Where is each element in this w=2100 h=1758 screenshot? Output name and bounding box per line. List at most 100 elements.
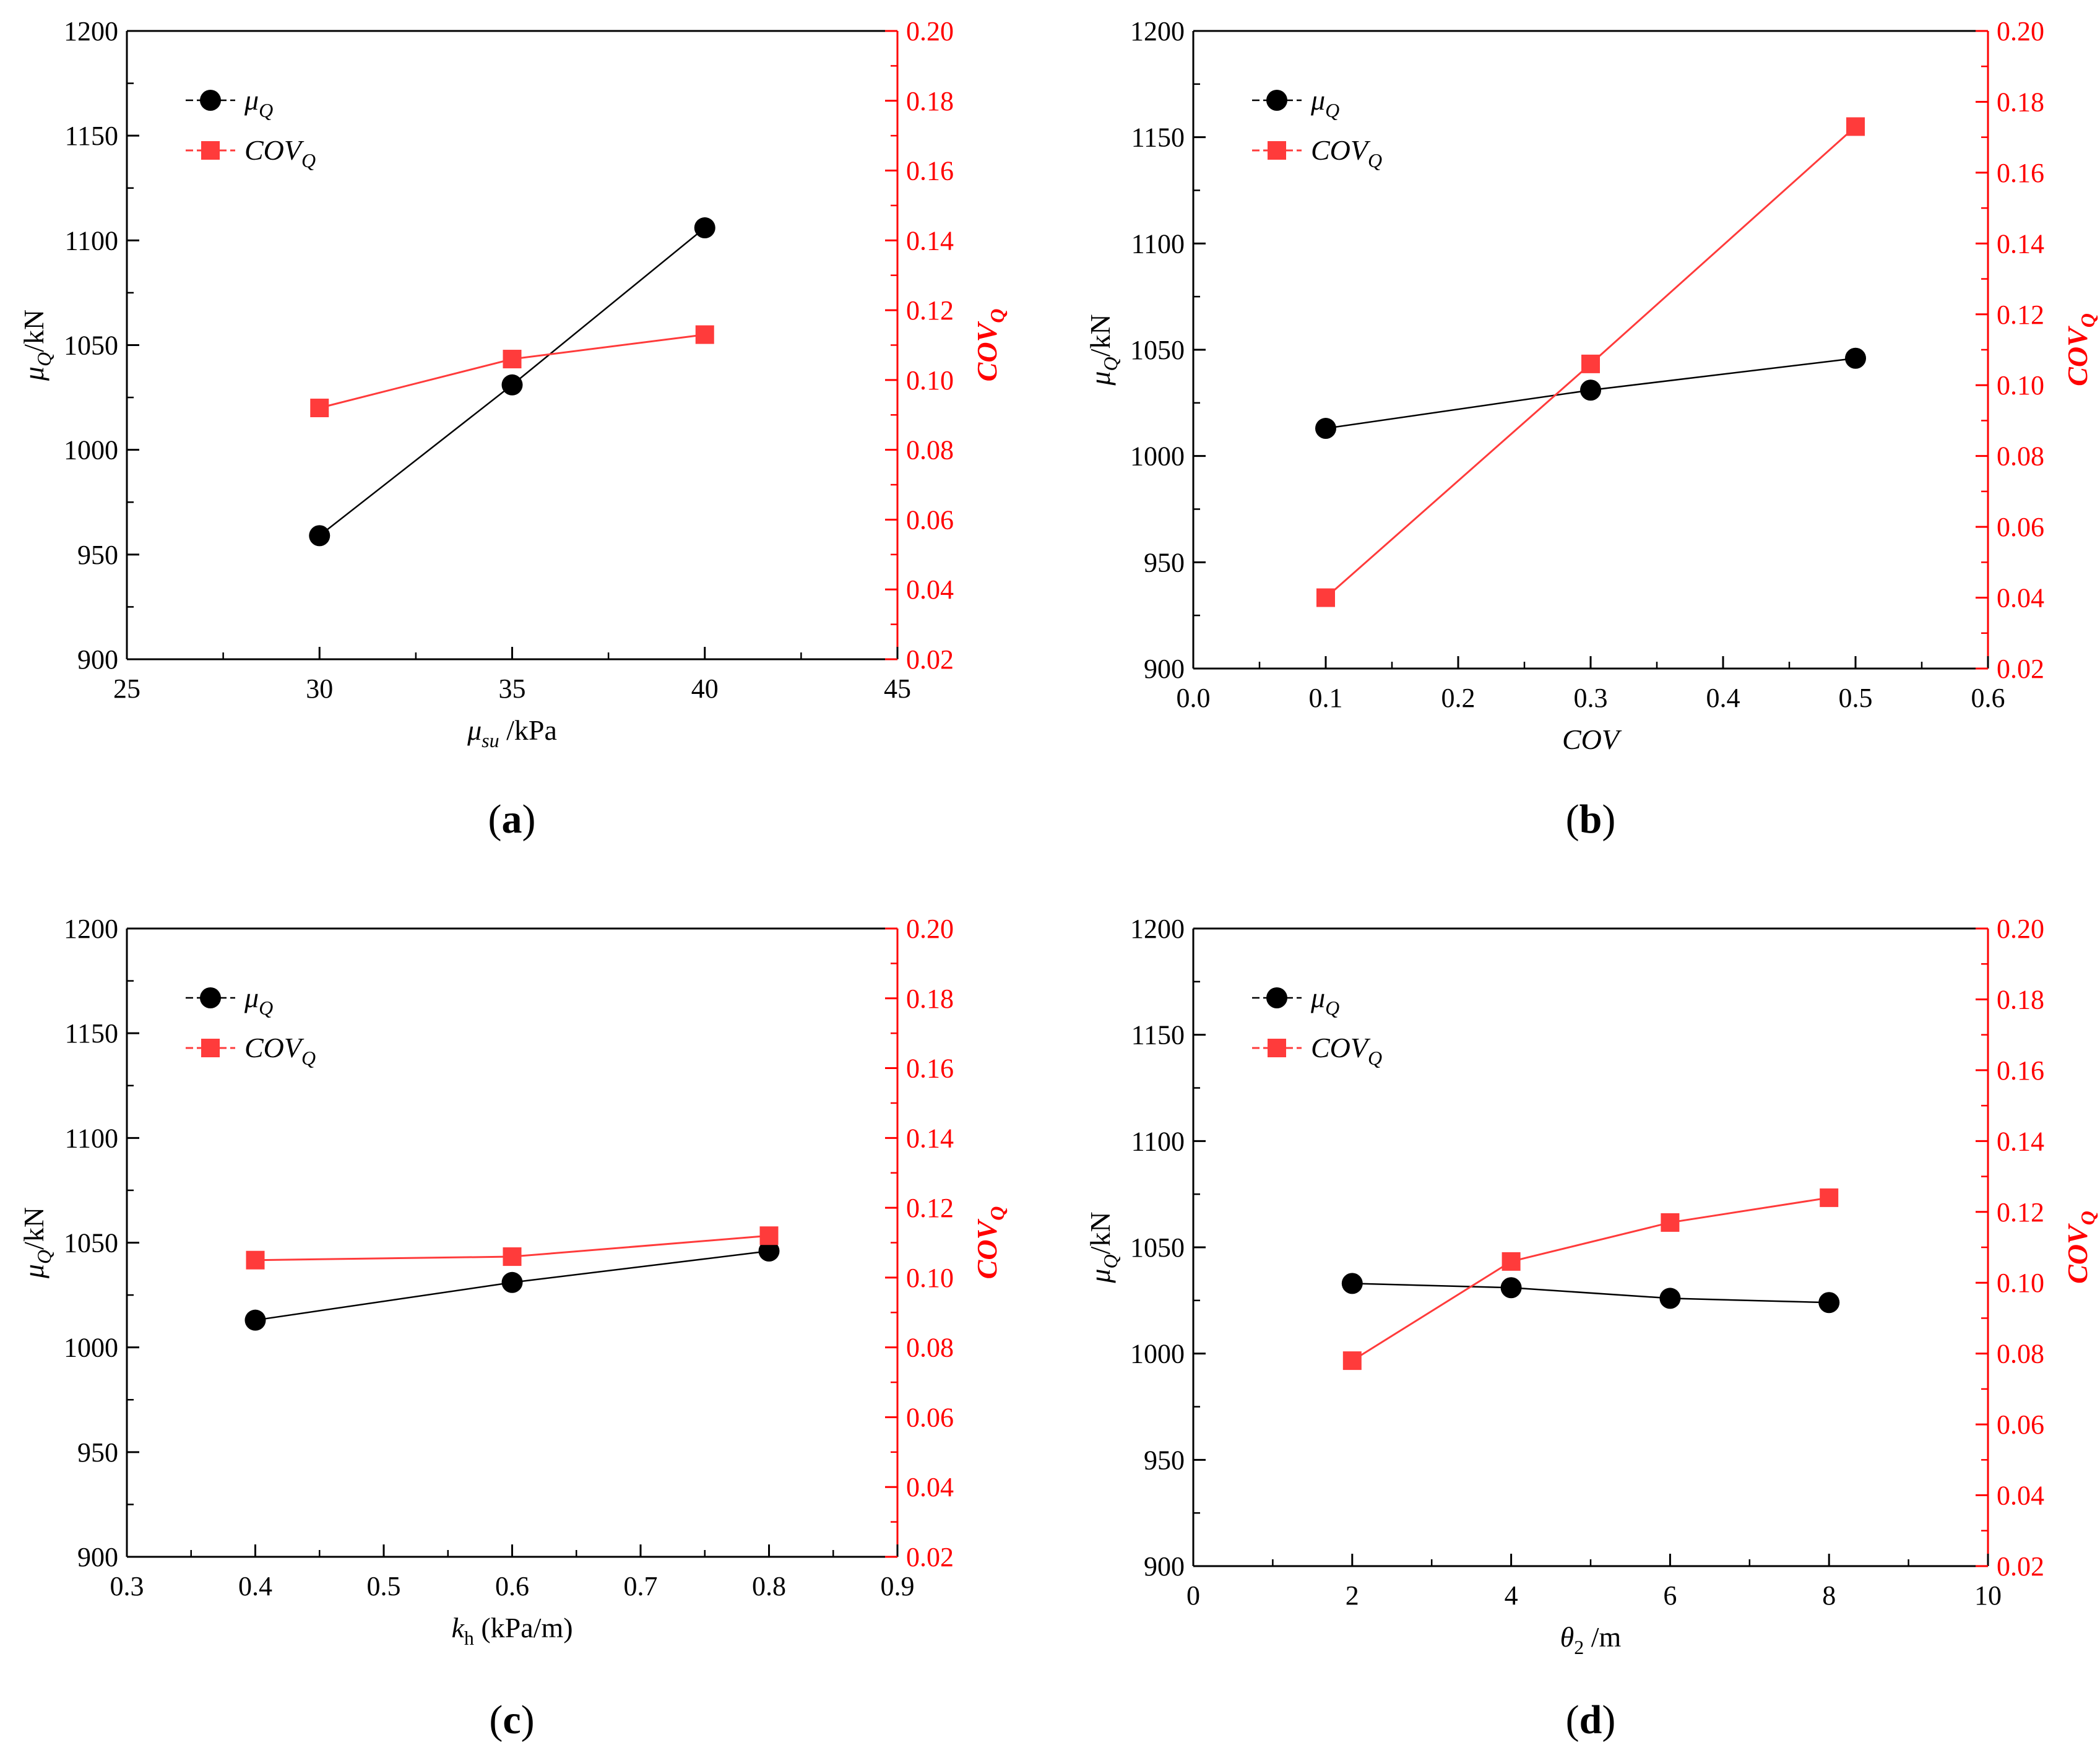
y2-tick-label: 0.20: [1997, 16, 2044, 46]
y-tick-label: 900: [77, 644, 118, 675]
y2-tick-label: 0.12: [906, 295, 954, 326]
y-tick-label: 900: [77, 1542, 118, 1572]
x-axis-label: COV: [1562, 724, 1622, 755]
y-tick-label: 1200: [1130, 914, 1185, 944]
y-axis-label: μQ/kN: [1084, 1211, 1121, 1283]
y2-tick-label: 0.04: [906, 1472, 954, 1502]
y2-tick-label: 0.06: [1997, 1409, 2044, 1440]
y2-tick-label: 0.10: [1997, 370, 2044, 401]
legend-cov-label: COVQ: [1311, 1032, 1382, 1069]
x-tick-label: 0.6: [495, 1571, 529, 1601]
y2-tick-label: 0.08: [906, 1333, 954, 1363]
y-tick-label: 950: [77, 540, 118, 570]
panel-a: 25 30 35 40 45 900 950 1000 1050 1100 1150 1200 0.02…: [18, 16, 1008, 842]
y2-tick-label: 0.16: [906, 1054, 954, 1084]
mu-data-point: [1341, 1273, 1363, 1294]
y2-tick-label: 0.20: [1997, 914, 2044, 944]
legend: μQ COVQ: [1252, 982, 1382, 1069]
y2-tick-label: 0.12: [1997, 1197, 2044, 1228]
cov-data-point: [503, 350, 522, 369]
panel-label: (c): [489, 1697, 534, 1743]
y2-tick-label: 0.06: [906, 1402, 954, 1432]
y2-tick-label: 0.08: [906, 435, 954, 465]
cov-data-point: [1820, 1188, 1839, 1207]
x-tick-label: 0.0: [1177, 683, 1211, 713]
y-tick-label: 950: [77, 1437, 118, 1468]
y2-tick-label: 0.14: [906, 225, 954, 256]
x-tick-label: 8: [1822, 1580, 1836, 1611]
y-tick-label: 1100: [1131, 228, 1185, 259]
y2-axis-label: COVQ: [971, 1206, 1008, 1280]
mu-data-point: [1500, 1277, 1522, 1299]
y-tick-label: 1000: [1130, 1339, 1185, 1369]
y-tick-label: 1100: [1131, 1126, 1185, 1156]
x-tick-label: 0.7: [624, 1571, 658, 1601]
y2-axis-label: COVQ: [2062, 1211, 2099, 1284]
y2-tick-label: 0.06: [906, 504, 954, 535]
x-tick-label: 10: [1974, 1580, 2002, 1611]
mu-data-point: [1580, 379, 1601, 401]
mu-data-point: [244, 1309, 266, 1331]
legend-mu-label: μQ: [244, 982, 273, 1019]
x-tick-label: 25: [113, 673, 140, 704]
y2-tick-label: 0.14: [1997, 228, 2044, 259]
x-tick-label: 0.3: [110, 1571, 144, 1601]
y2-tick-label: 0.12: [1997, 300, 2044, 330]
legend: μQ COVQ: [186, 84, 316, 171]
legend-cov-marker: [201, 1039, 220, 1057]
y-tick-label: 1200: [64, 914, 118, 944]
y2-tick-label: 0.10: [906, 1263, 954, 1293]
x-tick-label: 0.8: [752, 1571, 786, 1601]
x-axis-label: θ2 /m: [1560, 1621, 1622, 1658]
y2-tick-label: 0.02: [906, 644, 954, 675]
x-tick-label: 0.5: [367, 1571, 401, 1601]
y2-tick-label: 0.14: [1997, 1126, 2044, 1156]
y-tick-label: 1100: [65, 225, 118, 256]
x-tick-label: 0.2: [1441, 683, 1476, 713]
mu-data-point: [1845, 347, 1866, 369]
y-tick-label: 900: [1144, 1551, 1185, 1582]
y2-tick-label: 0.20: [906, 16, 954, 46]
legend-cov-marker: [1268, 141, 1286, 160]
cov-data-point: [310, 399, 329, 417]
y-axis-label: μQ/kN: [1084, 314, 1121, 386]
y-tick-label: 1100: [65, 1123, 118, 1153]
y2-axis-label: COVQ: [2062, 313, 2099, 386]
y-tick-label: 1000: [1130, 441, 1185, 472]
legend-mu-marker: [1266, 987, 1287, 1008]
y-axis-label: μQ/kN: [18, 310, 55, 381]
x-tick-label: 0.9: [881, 1571, 915, 1601]
x-tick-label: 4: [1505, 1580, 1518, 1611]
mu-data-point: [309, 525, 331, 547]
y-tick-label: 1050: [64, 331, 118, 361]
y-tick-label: 1050: [64, 1228, 118, 1258]
y2-tick-label: 0.20: [906, 914, 954, 944]
x-tick-label: 0: [1186, 1580, 1200, 1611]
legend: μQ COVQ: [1252, 84, 1382, 171]
y2-tick-label: 0.06: [1997, 512, 2044, 542]
y-tick-label: 1050: [1130, 335, 1185, 365]
y-tick-label: 1000: [64, 1333, 118, 1363]
y-tick-label: 1050: [1130, 1232, 1185, 1263]
y-tick-label: 1150: [65, 1018, 118, 1049]
y2-axis-label: COVQ: [971, 309, 1008, 382]
x-tick-label: 35: [499, 673, 526, 704]
x-tick-label: 45: [884, 673, 911, 704]
mu-data-point: [1818, 1292, 1840, 1314]
y-axis-label: μQ/kN: [18, 1207, 55, 1279]
y2-tick-label: 0.02: [906, 1542, 954, 1572]
mu-data-point: [1315, 418, 1336, 439]
y-tick-label: 1150: [65, 121, 118, 151]
y2-tick-label: 0.12: [906, 1193, 954, 1223]
cov-data-point: [695, 325, 714, 344]
x-tick-label: 0.4: [1706, 683, 1740, 713]
y2-tick-label: 0.16: [1997, 158, 2044, 188]
y2-tick-label: 0.10: [906, 365, 954, 396]
y2-tick-label: 0.02: [1997, 1551, 2044, 1582]
legend-mu-marker: [200, 90, 221, 111]
y2-tick-label: 0.08: [1997, 441, 2044, 472]
y2-tick-label: 0.02: [1997, 654, 2044, 684]
legend-mu-label: μQ: [1310, 84, 1339, 121]
cov-data-point: [503, 1247, 522, 1267]
